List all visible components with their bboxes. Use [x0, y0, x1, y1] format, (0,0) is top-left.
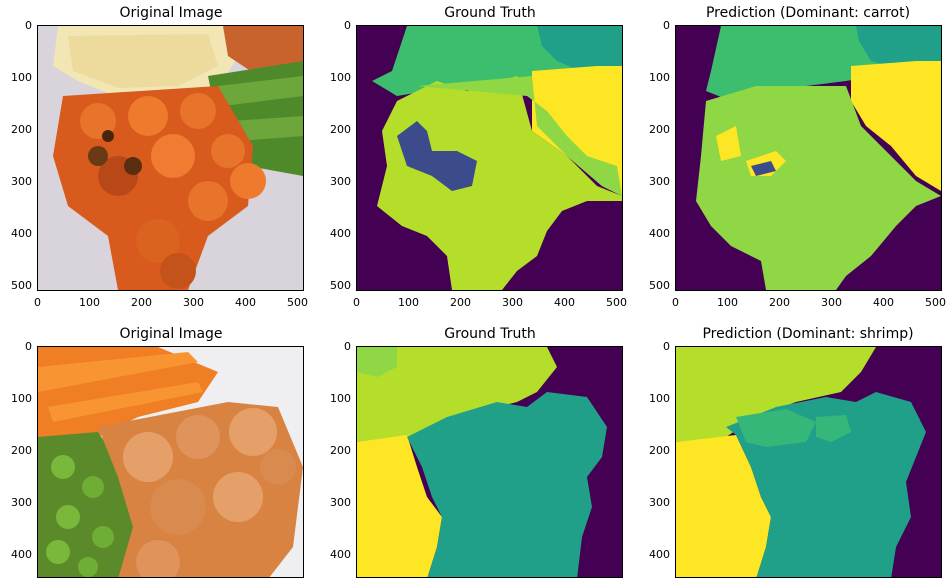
row1-col2-xtick-500: 500	[606, 296, 627, 309]
row2-prediction-mask	[675, 346, 942, 578]
row1-original-image	[37, 25, 304, 291]
row2-col1-ytick-300: 300	[11, 496, 32, 509]
row2-col2-ytick-400: 400	[330, 548, 351, 561]
row1-ground-truth-title: Ground Truth	[444, 5, 536, 21]
row1-col1-ytick-300: 300	[11, 175, 32, 188]
row1-col1-ytick-100: 100	[11, 71, 32, 84]
row1-col1-xtick-500: 500	[287, 296, 308, 309]
row1-col2-xtick-0: 0	[353, 296, 360, 309]
row1-col3-xtick-300: 300	[821, 296, 842, 309]
row1-prediction-title: Prediction (Dominant: carrot)	[705, 5, 911, 21]
row1-col3-ytick-300: 300	[649, 175, 670, 188]
row1-col2-ytick-500: 500	[330, 279, 351, 292]
row1-col1-xtick-400: 400	[235, 296, 256, 309]
row2-col2-ytick-0: 0	[344, 340, 351, 353]
row1-original-title: Original Image	[119, 5, 223, 21]
row1-col1-ytick-500: 500	[11, 279, 32, 292]
row2-col3-ytick-300: 300	[649, 496, 670, 509]
row2-col3-ytick-0: 0	[663, 340, 670, 353]
row2-col1-ytick-0: 0	[25, 340, 32, 353]
row1-col1-ytick-400: 400	[11, 227, 32, 240]
row2-col2-ytick-200: 200	[330, 444, 351, 457]
row2-original-image	[37, 346, 304, 578]
row1-col3-ytick-200: 200	[649, 123, 670, 136]
row1-prediction-mask	[675, 25, 942, 291]
row1-col1-xtick-100: 100	[79, 296, 100, 309]
row1-col1-xtick-200: 200	[131, 296, 152, 309]
row1-ground-truth-mask	[356, 25, 623, 291]
row1-col1-xtick-0: 0	[34, 296, 41, 309]
row1-col3-xtick-100: 100	[717, 296, 738, 309]
row2-col2-ytick-300: 300	[330, 496, 351, 509]
row2-prediction-title: Prediction (Dominant: shrimp)	[702, 326, 914, 342]
row1-col2-xtick-400: 400	[554, 296, 575, 309]
row2-ground-truth-mask	[356, 346, 623, 578]
row2-ground-truth-title: Ground Truth	[444, 326, 536, 342]
row1-col3-ytick-400: 400	[649, 227, 670, 240]
row1-col2-xtick-300: 300	[502, 296, 523, 309]
row1-col3-ytick-0: 0	[663, 19, 670, 32]
row1-col2-xtick-100: 100	[398, 296, 419, 309]
row1-col3-ytick-500: 500	[649, 279, 670, 292]
row2-col1-ytick-200: 200	[11, 444, 32, 457]
row1-col2-ytick-300: 300	[330, 175, 351, 188]
row2-col1-ytick-400: 400	[11, 548, 32, 561]
row1-col1-ytick-200: 200	[11, 123, 32, 136]
row2-col3-ytick-400: 400	[649, 548, 670, 561]
row1-col1-xtick-300: 300	[183, 296, 204, 309]
row1-col2-ytick-400: 400	[330, 227, 351, 240]
row1-col2-xtick-200: 200	[450, 296, 471, 309]
row1-col3-xtick-0: 0	[672, 296, 679, 309]
row2-col3-ytick-100: 100	[649, 392, 670, 405]
row1-col3-xtick-500: 500	[925, 296, 946, 309]
row1-col2-ytick-100: 100	[330, 71, 351, 84]
row1-col3-ytick-100: 100	[649, 71, 670, 84]
row1-col3-xtick-400: 400	[873, 296, 894, 309]
row2-col3-ytick-200: 200	[649, 444, 670, 457]
row1-col3-xtick-200: 200	[769, 296, 790, 309]
row2-col2-ytick-100: 100	[330, 392, 351, 405]
row1-col2-ytick-0: 0	[344, 19, 351, 32]
row2-original-title: Original Image	[119, 326, 223, 342]
row1-col2-ytick-200: 200	[330, 123, 351, 136]
row1-col1-ytick-0: 0	[25, 19, 32, 32]
row2-col1-ytick-100: 100	[11, 392, 32, 405]
